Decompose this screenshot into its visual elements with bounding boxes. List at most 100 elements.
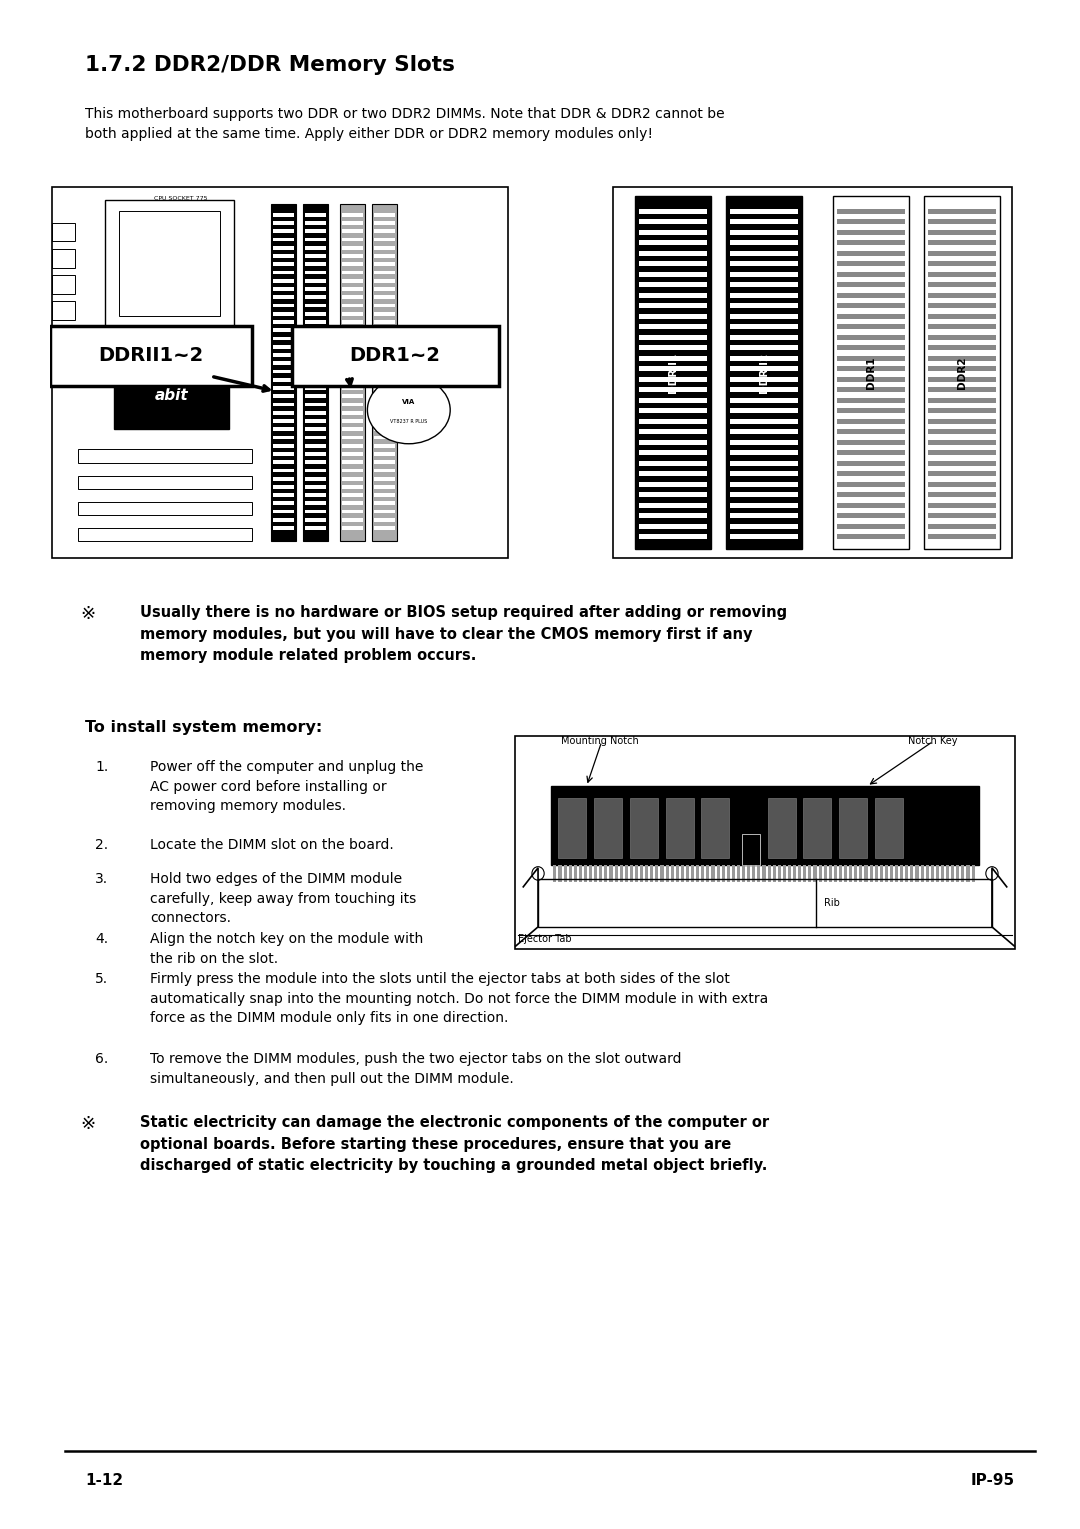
Bar — [813, 865, 816, 882]
Bar — [808, 865, 811, 882]
Bar — [374, 229, 395, 232]
Bar — [706, 865, 710, 882]
Bar — [272, 271, 294, 274]
Bar — [272, 254, 294, 258]
Bar — [928, 261, 996, 266]
Bar — [639, 534, 707, 540]
Bar — [374, 509, 395, 514]
Bar — [374, 460, 395, 463]
Bar — [272, 312, 294, 315]
Bar — [374, 385, 395, 390]
Bar — [341, 427, 363, 431]
Bar — [837, 324, 905, 329]
Bar — [730, 503, 798, 508]
Bar — [272, 237, 294, 242]
Bar — [928, 503, 996, 508]
Bar — [341, 485, 363, 489]
Bar — [839, 865, 842, 882]
Bar — [665, 865, 669, 882]
Bar — [639, 387, 707, 393]
Bar — [928, 471, 996, 477]
Bar — [762, 865, 766, 882]
Bar — [584, 865, 588, 882]
Bar — [928, 346, 996, 350]
Bar — [837, 387, 905, 393]
Bar — [793, 865, 796, 882]
Text: To remove the DIMM modules, push the two ejector tabs on the slot outward
simult: To remove the DIMM modules, push the two… — [150, 1052, 681, 1086]
Bar — [340, 203, 365, 541]
Bar — [837, 398, 905, 402]
Bar — [374, 419, 395, 422]
Bar — [697, 865, 699, 882]
Bar — [341, 378, 363, 382]
Text: Firmly press the module into the slots until the ejector tabs at both sides of t: Firmly press the module into the slots u… — [150, 972, 768, 1024]
Bar — [837, 376, 905, 382]
Bar — [272, 303, 294, 307]
Text: ※: ※ — [80, 1115, 95, 1133]
Bar — [374, 370, 395, 373]
Bar — [374, 477, 395, 480]
Bar — [837, 313, 905, 320]
Bar — [946, 865, 949, 882]
Bar — [639, 240, 707, 245]
Bar — [837, 408, 905, 413]
Bar — [305, 229, 326, 232]
Bar — [951, 865, 955, 882]
Bar — [730, 292, 798, 298]
Bar — [639, 419, 707, 424]
Bar — [374, 287, 395, 291]
Bar — [341, 320, 363, 324]
Bar — [341, 518, 363, 521]
Bar — [52, 223, 76, 242]
Bar — [272, 419, 294, 422]
Bar — [341, 303, 363, 307]
Bar — [967, 865, 970, 882]
Bar — [875, 798, 903, 858]
Bar — [837, 482, 905, 486]
Text: To install system memory:: To install system memory: — [85, 720, 322, 735]
Bar — [78, 502, 253, 515]
Bar — [928, 229, 996, 235]
Bar — [661, 865, 663, 882]
Bar — [272, 427, 294, 431]
Bar — [305, 213, 326, 217]
Bar — [768, 865, 771, 882]
Bar — [305, 287, 326, 291]
Bar — [837, 261, 905, 266]
Bar — [885, 865, 888, 882]
Bar — [837, 219, 905, 225]
Text: VT8237 R PLUS: VT8237 R PLUS — [390, 419, 428, 424]
Bar — [639, 272, 707, 277]
Bar — [730, 523, 798, 529]
Text: 1.: 1. — [95, 760, 108, 774]
Text: Notch Key: Notch Key — [908, 735, 957, 746]
Bar — [837, 492, 905, 497]
Bar — [341, 336, 363, 341]
Bar — [701, 865, 704, 882]
Bar — [730, 346, 798, 350]
Bar — [768, 798, 796, 858]
Bar — [272, 336, 294, 341]
Bar — [928, 365, 996, 372]
Bar — [928, 219, 996, 225]
Bar — [564, 865, 567, 882]
Bar — [730, 482, 798, 486]
Bar — [305, 494, 326, 497]
Bar — [341, 502, 363, 505]
Bar — [272, 485, 294, 489]
Bar — [615, 865, 618, 882]
Bar — [589, 865, 592, 882]
Bar — [837, 335, 905, 339]
FancyBboxPatch shape — [292, 326, 499, 385]
Bar — [272, 477, 294, 480]
Bar — [341, 468, 363, 472]
Bar — [374, 336, 395, 341]
Bar — [928, 523, 996, 529]
Bar — [305, 278, 326, 283]
Bar — [635, 865, 638, 882]
Bar — [272, 509, 294, 514]
Bar — [639, 514, 707, 518]
Bar — [341, 419, 363, 422]
Bar — [639, 324, 707, 329]
Bar — [305, 336, 326, 341]
